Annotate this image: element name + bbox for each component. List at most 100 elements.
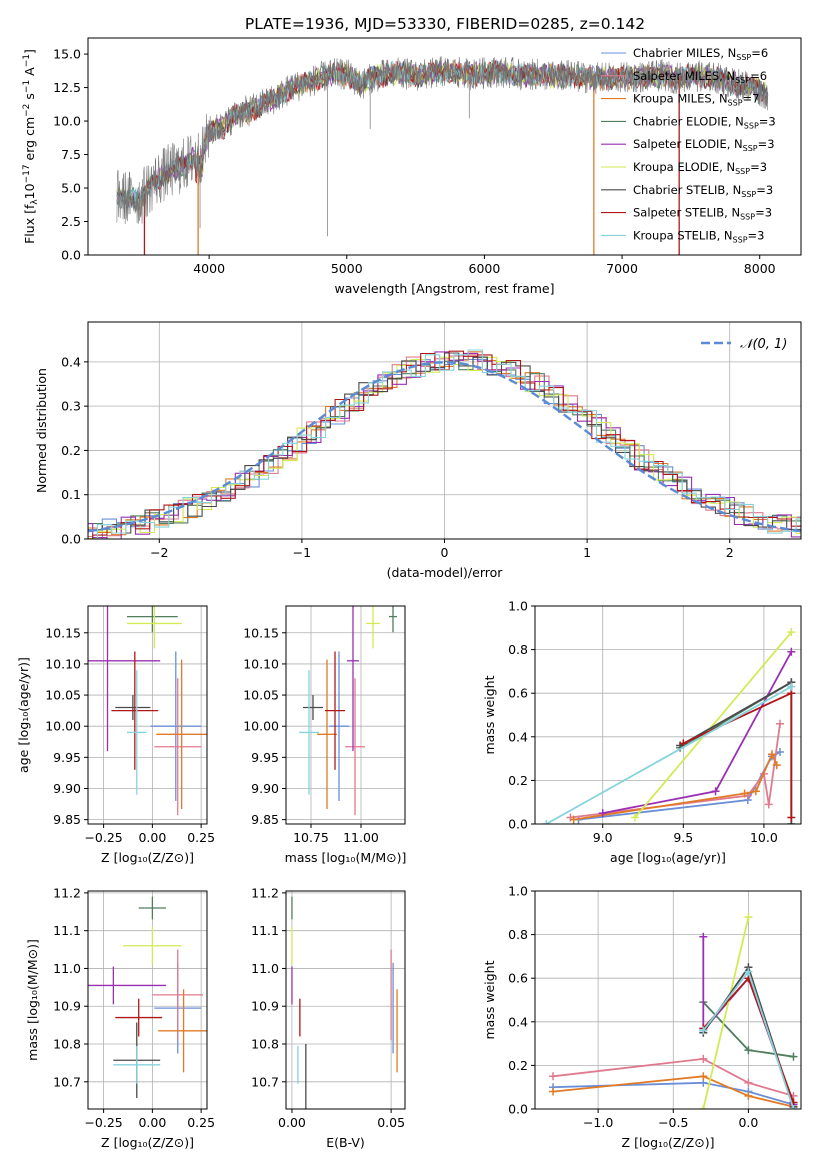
x-tick-label: 0.25 — [187, 830, 215, 845]
y-tick-label: 10.05 — [243, 688, 279, 703]
mass-vs-metallicity-panel: −0.25 0.00 0.25 10.7 10.8 10.9 11.0 11.1 11.2 Z [… — [25, 885, 215, 1150]
y-tick-label: 10.15 — [45, 625, 81, 640]
legend: Chabrier MILES, NSSP=6 Salpeter MILES, NS… — [601, 46, 776, 244]
y-tick-label: 11.0 — [251, 961, 279, 976]
y-tick-label: 0.2 — [508, 1058, 528, 1073]
weight-marker — [772, 761, 781, 770]
x-tick-label: 7000 — [606, 261, 638, 276]
y-tick-label: 0.4 — [61, 354, 81, 369]
data-point — [127, 670, 147, 795]
axes-frame — [87, 37, 802, 256]
x-tick-label: −1.0 — [583, 1115, 613, 1130]
figure-title: PLATE=1936, MJD=53330, FIBERID=0285, z=0… — [245, 15, 645, 33]
y-tick-label: 9.85 — [251, 812, 279, 827]
y-tick-label: 0.1 — [61, 487, 81, 502]
weight-marker — [787, 813, 796, 822]
weight-line — [573, 751, 778, 821]
y-tick-label: 0.4 — [508, 1014, 528, 1029]
data-point — [303, 695, 323, 720]
weight-line — [552, 1057, 794, 1097]
weight-line — [702, 916, 750, 1109]
weight-marker — [776, 748, 785, 757]
y-tick-label: 2.5 — [61, 214, 81, 229]
legend-entry: Kroupa MILES, NSSP=7 — [633, 92, 759, 108]
weight-marker — [711, 787, 720, 796]
weight-marker — [787, 647, 796, 656]
plot-area — [88, 349, 801, 539]
y-tick-label: 9.90 — [251, 781, 279, 796]
weight-marker — [776, 719, 785, 728]
y-tick-label: 10.8 — [251, 1037, 279, 1052]
weight-marker — [699, 932, 708, 941]
data-point — [345, 678, 365, 816]
x-tick-label: 8000 — [744, 261, 776, 276]
weight-marker — [679, 739, 688, 748]
plot-area — [116, 56, 769, 255]
weight-line — [552, 1081, 794, 1106]
x-tick-label: 9.5 — [673, 830, 693, 845]
y-tick-label: 10.15 — [243, 625, 279, 640]
weight-marker — [744, 1046, 753, 1055]
x-axis-label: age [log₁₀(age/yr)] — [610, 850, 726, 865]
weight-marker — [767, 750, 776, 759]
data-point — [156, 659, 207, 810]
data-point — [111, 651, 159, 770]
data-point — [299, 670, 319, 795]
x-tick-label: 1 — [583, 545, 591, 560]
y-tick-label: 10.9 — [53, 999, 81, 1014]
x-tick-label: 6000 — [469, 261, 501, 276]
data-point — [152, 949, 204, 1041]
legend-entry: Chabrier MILES, NSSP=6 — [633, 46, 768, 62]
weight-marker — [740, 789, 749, 798]
y-tick-label: 10.00 — [243, 719, 279, 734]
y-tick-label: 0.4 — [508, 729, 528, 744]
y-tick-label: 9.90 — [53, 781, 81, 796]
x-tick-label: 0.25 — [187, 1115, 215, 1130]
y-tick-label: 0.2 — [508, 773, 528, 788]
x-tick-label: 5000 — [331, 261, 363, 276]
data-point — [325, 651, 345, 770]
y-tick-label: 15.0 — [53, 47, 81, 62]
y-tick-label: 0.6 — [508, 686, 528, 701]
residual-histogram — [88, 351, 801, 539]
x-axis-label: E(B-V) — [326, 1135, 365, 1150]
weight-marker — [751, 787, 760, 796]
axes-frame — [285, 605, 406, 825]
weight-marker — [699, 1072, 708, 1081]
y-tick-label: 0.3 — [61, 399, 81, 414]
residual-histogram — [88, 350, 801, 539]
weight-marker — [787, 682, 796, 691]
x-tick-label: 2 — [726, 545, 734, 560]
y-tick-label: 11.1 — [251, 923, 279, 938]
x-axis-label: wavelength [Angstrom, rest frame] — [334, 281, 554, 296]
legend-entry: Salpeter MILES, NSSP=6 — [633, 69, 767, 85]
y-tick-label: 10.10 — [243, 656, 279, 671]
data-point — [115, 695, 151, 720]
y-tick-label: 10.7 — [53, 1074, 81, 1089]
weight-marker — [744, 967, 753, 976]
data-point — [329, 651, 349, 801]
y-tick-label: 10.7 — [251, 1074, 279, 1089]
x-tick-label: 0.05 — [377, 1115, 405, 1130]
plot-area — [291, 896, 398, 1109]
x-axis-label: Z [log₁₀(Z/Z⊙)] — [622, 1135, 715, 1150]
residual-histogram — [88, 351, 801, 536]
y-axis-label: Normed distribution — [34, 368, 49, 493]
x-tick-label: −2 — [150, 545, 168, 560]
weight-marker — [630, 813, 639, 822]
y-tick-label: 10.8 — [53, 1037, 81, 1052]
x-tick-label: −0.5 — [658, 1115, 688, 1130]
y-tick-label: 9.85 — [53, 812, 81, 827]
mass-vs-ebv-panel: 0.00 0.05 10.7 10.8 10.9 11.0 11.1 11.2 E(B-V) — [251, 885, 406, 1150]
data-point — [138, 896, 167, 920]
axes-frame — [534, 605, 802, 825]
data-point — [347, 606, 359, 752]
y-axis-label: mass weight — [482, 960, 497, 1039]
axes-frame — [87, 605, 208, 825]
legend-entry: Salpeter STELIB, NSSP=3 — [633, 206, 772, 222]
weight-marker — [789, 1105, 798, 1109]
data-point — [150, 651, 202, 801]
y-tick-label: 9.95 — [53, 750, 81, 765]
x-tick-label: −0.25 — [84, 1115, 122, 1130]
